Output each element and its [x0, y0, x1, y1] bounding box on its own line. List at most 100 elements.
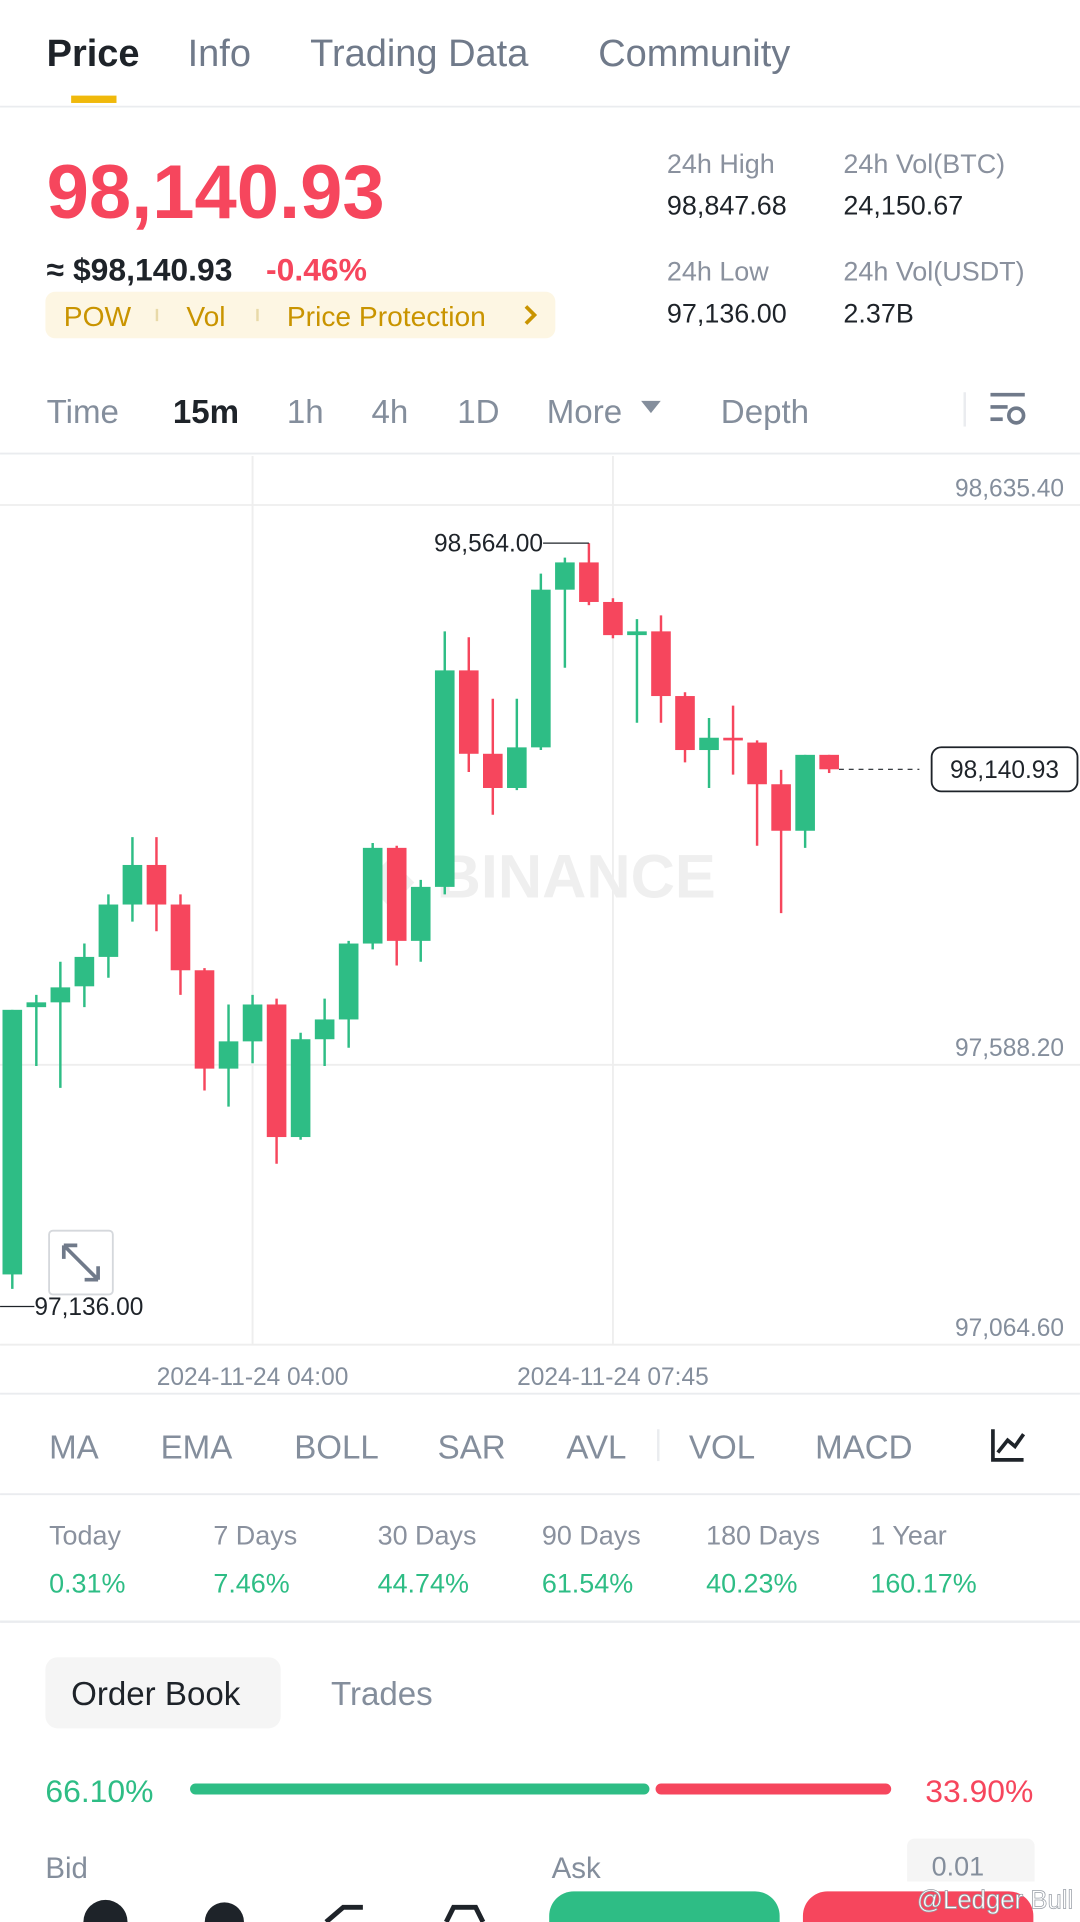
tab[interactable]: Price: [47, 33, 140, 75]
candle-body: [146, 864, 167, 905]
indicator[interactable]: SAR: [438, 1430, 506, 1467]
bid-header: Bid: [45, 1852, 88, 1885]
dropdown-arrow: [641, 400, 661, 414]
stat-label: 24h High: [667, 149, 775, 179]
period-change: 61.54%: [542, 1568, 633, 1598]
timeframe[interactable]: 4h: [371, 394, 408, 431]
period-change: 40.23%: [706, 1568, 797, 1598]
sell-button[interactable]: [802, 1891, 1034, 1922]
period-label: 1 Year: [870, 1520, 946, 1550]
candle-body: [531, 589, 551, 748]
candlestick-chart: 98,635.40 97,588.20 97,064.60 2024-11-24 04…: [0, 455, 1080, 1391]
buy-ratio: 66.10%: [45, 1773, 153, 1809]
candle-body: [2, 1009, 23, 1275]
candle-body: [771, 784, 791, 831]
timeframe[interactable]: 15m: [173, 394, 239, 431]
plot-area: [2, 543, 839, 1289]
indicator-settings-icon[interactable]: [991, 1429, 1026, 1462]
candle-body: [50, 987, 71, 1003]
candle-body: [314, 1019, 335, 1040]
indicator[interactable]: MA: [49, 1430, 99, 1467]
timeframe[interactable]: Depth: [721, 394, 809, 431]
tab-indicator: [71, 95, 117, 103]
sell-bar: [655, 1783, 892, 1795]
chart-settings-icon[interactable]: [990, 392, 1026, 425]
orderbook-tab[interactable]: Trades: [331, 1676, 433, 1713]
candle-body: [74, 956, 95, 987]
chevron: [524, 305, 538, 325]
last-price: 98,140.93: [47, 150, 385, 235]
indicator[interactable]: AVL: [566, 1430, 626, 1467]
y-tick-label: 97,588.20: [955, 1035, 1064, 1062]
last-price-box: [930, 746, 1079, 793]
credit-watermark: @Ledger Bull: [917, 1887, 1073, 1915]
candle-body: [483, 753, 503, 788]
period-label: 7 Days: [213, 1520, 297, 1550]
nav-icon[interactable]: [324, 1904, 363, 1922]
separator: [155, 308, 159, 322]
candle-body: [242, 1004, 263, 1042]
indicator[interactable]: EMA: [161, 1430, 233, 1467]
fullscreen-button[interactable]: [48, 1229, 114, 1296]
candle-body: [507, 747, 527, 788]
performance-row: Today 0.31% 7 Days 7.46% 30 Days 44.74% 90 Day…: [49, 1520, 977, 1598]
period-change: 0.31%: [49, 1568, 125, 1598]
separator: [256, 308, 259, 322]
x-tick-label: 2024-11-24 04:00: [157, 1364, 349, 1391]
nav-icon[interactable]: [83, 1899, 128, 1922]
tab[interactable]: Trading Data: [310, 33, 529, 75]
candle-body: [362, 847, 383, 944]
precision-box[interactable]: [907, 1838, 1035, 1888]
period-label: 90 Days: [542, 1520, 641, 1550]
candle-body: [410, 886, 431, 941]
candle-body: [555, 562, 575, 590]
x-tick-label: 2024-11-24 07:45: [517, 1364, 709, 1391]
buy-button[interactable]: [549, 1891, 780, 1922]
stat-value: 2.37B: [843, 298, 913, 328]
period-label: 30 Days: [378, 1520, 477, 1550]
indicator[interactable]: VOL: [689, 1430, 755, 1467]
annotation: 97,136.00: [34, 1294, 143, 1321]
tag: Vol: [186, 300, 225, 332]
tag: POW: [64, 300, 132, 332]
last-price-label: 98,140.93: [950, 757, 1059, 784]
nav-icon[interactable]: [444, 1904, 486, 1922]
orderbook-tab[interactable]: Order Book: [71, 1676, 241, 1713]
stat-label: 24h Vol(USDT): [843, 257, 1024, 287]
sell-ratio: 33.90%: [925, 1773, 1033, 1809]
candle-body: [579, 562, 599, 602]
stat-value: 24,150.67: [843, 191, 963, 221]
candle-body: [651, 631, 671, 697]
timeframe[interactable]: 1D: [457, 394, 499, 431]
period-change: 7.46%: [213, 1568, 289, 1598]
tag-pill[interactable]: [45, 291, 556, 339]
candle-body: [627, 631, 647, 636]
watermark: BINANCE: [437, 842, 716, 910]
candle-body: [675, 696, 695, 751]
ask-header: Ask: [552, 1852, 601, 1885]
nav-icon[interactable]: [204, 1902, 244, 1922]
ratio-bar: [190, 1783, 892, 1795]
timeframe[interactable]: 1h: [287, 394, 324, 431]
tab[interactable]: Info: [188, 33, 251, 75]
candle-body: [819, 754, 839, 770]
tab-background: [45, 1657, 281, 1729]
candle-body: [26, 1002, 47, 1008]
timeframe[interactable]: Time: [47, 394, 119, 431]
timeframe[interactable]: More: [547, 394, 622, 431]
indicator[interactable]: BOLL: [294, 1430, 379, 1467]
candle-body: [266, 1004, 287, 1138]
stat-value: 98,847.68: [667, 191, 787, 221]
period-label: Today: [49, 1520, 121, 1550]
period-label: 180 Days: [706, 1520, 820, 1550]
period-change: 160.17%: [870, 1568, 976, 1598]
candle-body: [290, 1039, 311, 1138]
candle-body: [194, 970, 215, 1069]
y-tick-label: 97,064.60: [955, 1315, 1064, 1342]
candle-body: [458, 670, 479, 754]
indicator[interactable]: MACD: [815, 1430, 912, 1467]
tag: Price Protection: [287, 300, 486, 332]
precision: 0.01: [932, 1851, 984, 1881]
tab[interactable]: Community: [598, 33, 790, 75]
